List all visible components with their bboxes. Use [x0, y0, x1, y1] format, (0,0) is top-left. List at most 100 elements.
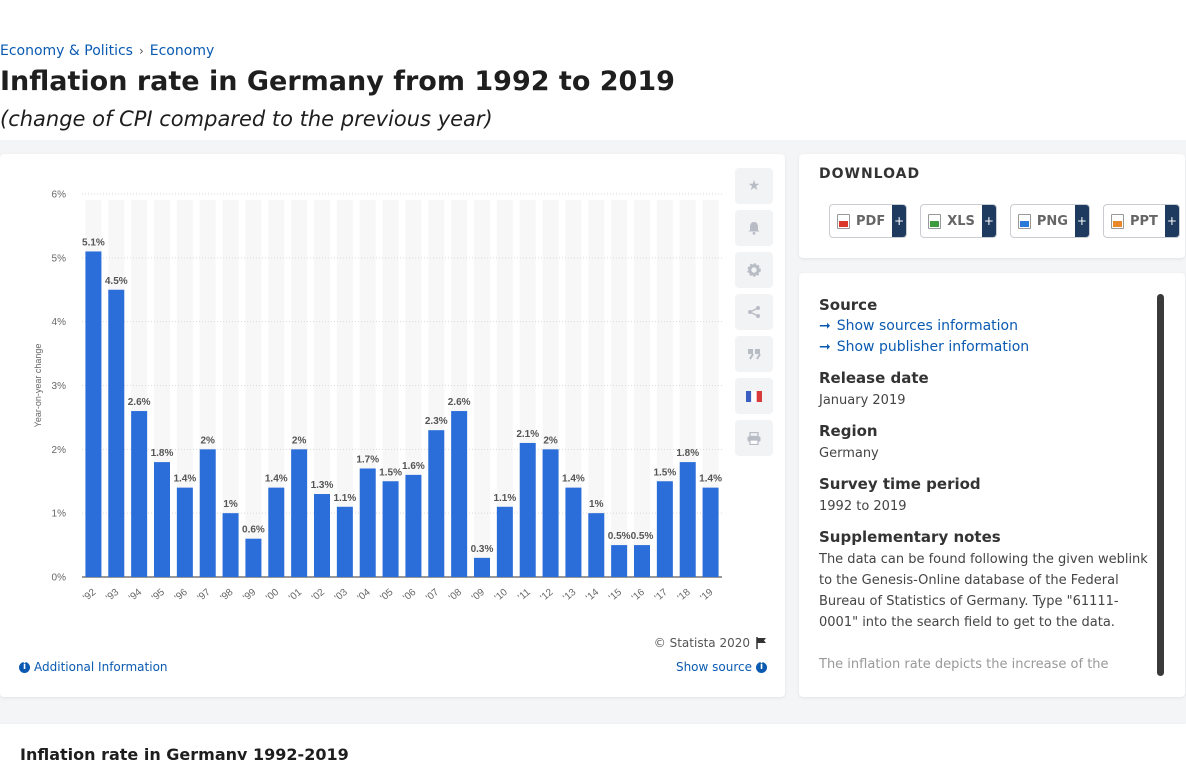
data-label: 0.6% [242, 525, 265, 536]
flag-icon [756, 637, 766, 649]
breadcrumb-economy-politics[interactable]: Economy & Politics [0, 43, 133, 59]
info-icon: i [19, 661, 30, 673]
y-tick-label: 2% [52, 445, 67, 456]
column-band [176, 200, 193, 577]
share-icon[interactable] [735, 294, 773, 330]
page-subtitle: (change of CPI compared to the previous … [0, 107, 493, 131]
x-tick-label: '12 [538, 587, 555, 604]
x-tick-label: '09 [470, 587, 487, 604]
bar [131, 411, 148, 577]
xls-file-icon [928, 213, 942, 229]
download-png-button[interactable]: PNG + [1009, 204, 1090, 238]
download-xls-button[interactable]: XLS + [920, 204, 997, 238]
column-band [336, 200, 353, 577]
x-tick-label: '06 [401, 587, 418, 604]
quote-icon[interactable] [735, 336, 773, 372]
png-file-icon [1017, 213, 1031, 229]
download-png-plus[interactable]: + [1074, 205, 1089, 237]
data-label: 1.7% [356, 454, 379, 465]
bar [588, 513, 605, 577]
bar [154, 462, 170, 577]
bottom-title: Inflation rate in Germany 1992-2019 [20, 745, 349, 760]
x-tick-label: '17 [653, 587, 670, 604]
gear-icon[interactable] [735, 252, 773, 288]
data-label: 1.8% [151, 448, 174, 459]
page-title: Inflation rate in Germany from 1992 to 2… [0, 66, 675, 97]
download-ppt-label: PPT [1129, 213, 1158, 229]
data-label: 1.1% [333, 493, 356, 504]
bar [291, 449, 308, 577]
survey-period-value: 1992 to 2019 [819, 499, 907, 514]
x-tick-label: '94 [127, 587, 144, 604]
show-sources-link[interactable]: ➞ Show sources information [819, 316, 1149, 337]
download-ppt-button[interactable]: PPT + [1102, 204, 1180, 238]
flag-fr-icon[interactable] [735, 378, 773, 414]
download-pdf-label: PDF [856, 213, 886, 229]
download-card: DOWNLOAD PDF + XLS + PNG [799, 154, 1185, 258]
print-icon[interactable] [735, 420, 773, 456]
bell-icon[interactable] [735, 210, 773, 246]
region-label: Region [819, 422, 878, 440]
supplementary-notes-value: The data can be found following the give… [819, 552, 1148, 630]
download-png-label: PNG [1036, 213, 1068, 229]
y-tick-label: 0% [52, 573, 67, 584]
info-scrollbar[interactable] [1157, 294, 1164, 676]
download-xls-label: XLS [947, 213, 975, 229]
release-date-value: January 2019 [819, 393, 906, 408]
data-label: 0.5% [631, 531, 654, 542]
breadcrumb-economy[interactable]: Economy [149, 43, 215, 59]
download-xls-plus[interactable]: + [981, 205, 996, 237]
data-label: 1.4% [699, 474, 722, 485]
data-label: 4.5% [105, 276, 128, 287]
source-label: Source [819, 296, 878, 314]
bar [702, 487, 719, 577]
bar [428, 430, 445, 577]
x-tick-label: '07 [424, 587, 441, 604]
x-tick-label: '99 [241, 587, 258, 604]
additional-info-link[interactable]: i Additional Information [19, 660, 168, 674]
show-publisher-link[interactable]: ➞ Show publisher information [819, 337, 1149, 358]
x-tick-label: '15 [607, 587, 624, 604]
breadcrumb: Economy & Politics › Economy [0, 43, 214, 59]
bar [634, 545, 650, 577]
column-band [222, 200, 239, 577]
bar [85, 251, 102, 577]
x-tick-label: '95 [150, 587, 167, 604]
y-tick-label: 5% [52, 253, 67, 264]
x-tick-label: '00 [264, 587, 281, 604]
data-label: 1.4% [265, 474, 288, 485]
bar [359, 468, 376, 577]
star-icon[interactable]: ★ [735, 168, 773, 204]
data-label: 2.3% [425, 416, 448, 427]
x-tick-label: '03 [333, 587, 350, 604]
supplementary-notes-label: Supplementary notes [819, 528, 1001, 546]
data-label: 2% [200, 435, 215, 446]
column-band [588, 200, 605, 577]
download-ppt-plus[interactable]: + [1164, 205, 1179, 237]
column-band [611, 200, 628, 577]
data-label: 1.5% [379, 467, 402, 478]
survey-period-label: Survey time period [819, 475, 981, 493]
chart-toolbar: ★ [735, 168, 773, 456]
info-icon: i [756, 661, 767, 673]
chart-card: 0% 1% 2% 3% 4% 5% 6% Year-on-year change 5.1% '92… [0, 154, 785, 697]
x-tick-label: '96 [173, 587, 190, 604]
show-source-link[interactable]: Show source i [676, 660, 767, 674]
info-content: Source ➞ Show sources information ➞ Show… [819, 295, 1149, 675]
info-scrollbar-thumb[interactable] [1157, 294, 1164, 676]
download-ppt-main: PPT [1104, 205, 1165, 237]
bar [176, 487, 193, 577]
arrow-right-icon: ➞ [819, 318, 831, 334]
x-tick-label: '13 [561, 587, 578, 604]
column-band [565, 200, 582, 577]
x-tick-label: '14 [584, 587, 601, 604]
data-label: 2.6% [448, 397, 471, 408]
region-value: Germany [819, 446, 879, 461]
x-tick-label: '98 [218, 587, 235, 604]
download-pdf-plus[interactable]: + [892, 205, 907, 237]
x-tick-label: '05 [378, 587, 395, 604]
download-pdf-button[interactable]: PDF + [829, 204, 908, 238]
x-tick-label: '08 [447, 587, 464, 604]
supplementary-notes-more: The inflation rate depicts the increase … [819, 657, 1109, 672]
